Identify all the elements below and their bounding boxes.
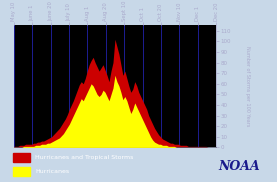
- Bar: [13, 153, 30, 162]
- Bar: [13, 167, 30, 177]
- Text: Hurricanes: Hurricanes: [35, 169, 69, 174]
- Text: NOAA: NOAA: [219, 160, 260, 173]
- Text: Hurricanes and Tropical Storms: Hurricanes and Tropical Storms: [35, 155, 133, 160]
- Y-axis label: Number of Storms per 100 Years: Number of Storms per 100 Years: [245, 46, 250, 127]
